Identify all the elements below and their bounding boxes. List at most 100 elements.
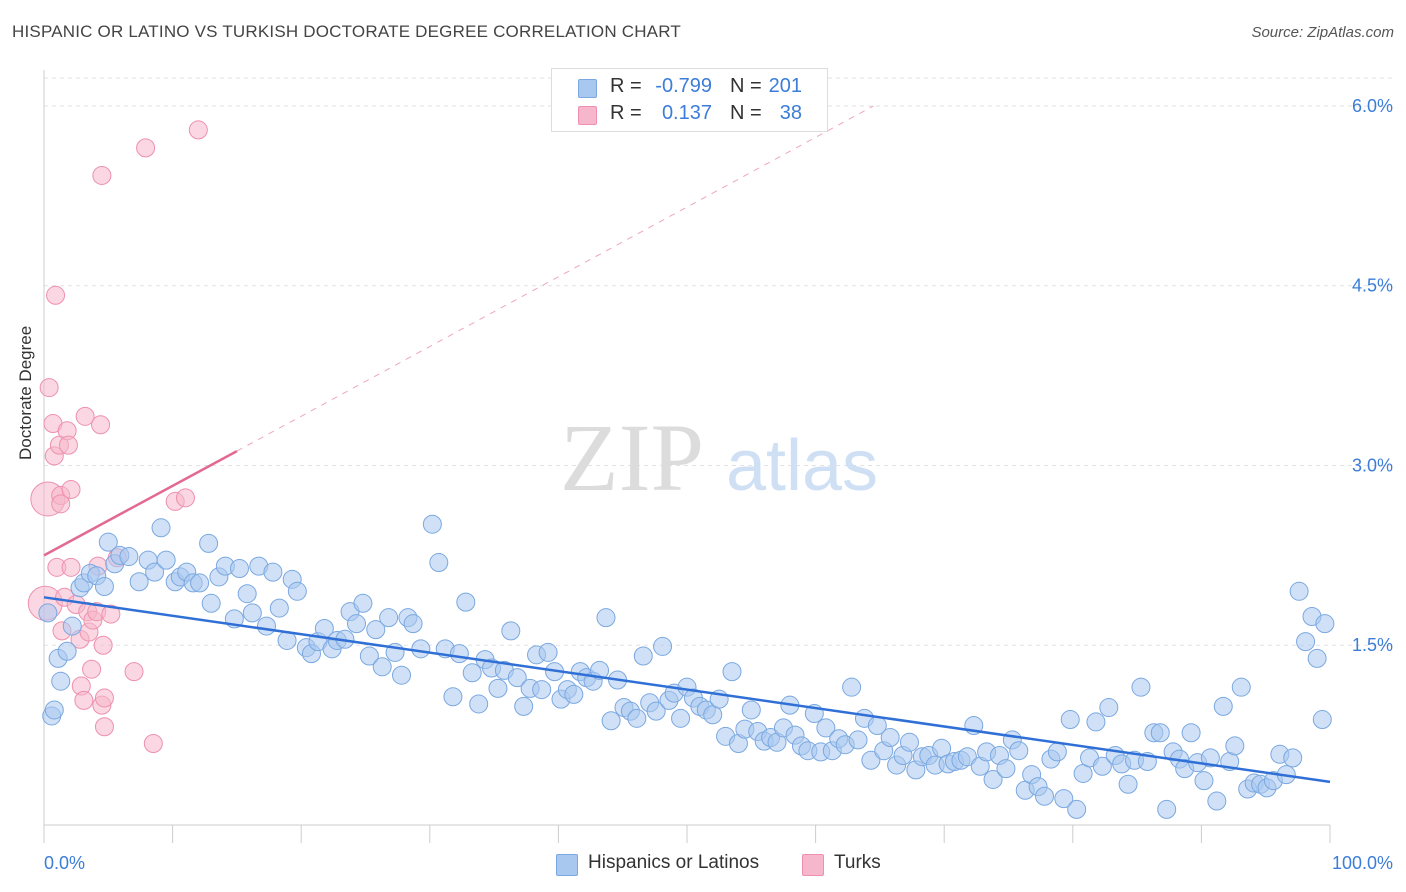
turks-point — [94, 688, 114, 708]
hispanics-point — [507, 668, 527, 688]
legend-n-value: 201 — [768, 75, 802, 97]
hispanics-point — [983, 769, 1003, 789]
turks-point — [94, 717, 114, 737]
hispanics-point — [1289, 581, 1309, 601]
hispanics-point — [741, 700, 761, 720]
legend-row-hispanics: R = -0.799 N = 201 — [552, 75, 827, 101]
turks-point — [51, 494, 71, 514]
hispanics-point — [842, 677, 862, 697]
hispanics-points — [38, 514, 1335, 819]
hispanics-point — [256, 616, 276, 636]
legend-r-label: R = — [610, 75, 642, 97]
turks-point — [61, 479, 81, 499]
hispanics-point — [269, 598, 289, 618]
hispanics-point — [469, 694, 489, 714]
hispanics-point — [1092, 756, 1112, 776]
hispanics-point — [1307, 648, 1327, 668]
hispanics-point — [899, 732, 919, 752]
turks-point — [74, 690, 94, 710]
hispanics-point — [1118, 774, 1138, 794]
hispanics-point — [145, 562, 165, 582]
hispanics-point — [1312, 710, 1332, 730]
hispanics-point — [411, 639, 431, 659]
chart-title: HISPANIC OR LATINO VS TURKISH DOCTORATE … — [12, 22, 681, 41]
hispanics-point — [488, 678, 508, 698]
hispanics-point — [1131, 677, 1151, 697]
bottom-legend-label: Hispanics or Latinos — [588, 852, 760, 873]
hispanics-point — [1060, 710, 1080, 730]
hispanics-point — [1213, 696, 1233, 716]
hispanics-point — [287, 581, 307, 601]
hispanics-point — [449, 644, 469, 664]
turks-point — [124, 662, 144, 682]
hispanics-point — [1296, 632, 1316, 652]
bottom-legend-swatch-pink — [802, 854, 824, 876]
hispanics-point — [366, 620, 386, 640]
turks-point — [58, 435, 78, 455]
bottom-legend-label: Turks — [834, 852, 881, 873]
y-tick-label: 6.0% — [1352, 96, 1393, 116]
legend-swatch-blue — [578, 79, 597, 98]
turks-point — [143, 734, 163, 754]
grid-lines — [44, 77, 1395, 646]
bottom-legend-swatch-blue — [556, 854, 578, 876]
tick-labels: 1.5% 3.0% 4.5% 6.0% 0.0% 100.0% — [44, 96, 1393, 873]
hispanics-point — [456, 592, 476, 612]
hispanics-point — [119, 547, 139, 567]
x-tick-label-max: 100.0% — [1332, 853, 1393, 873]
hispanics-point — [242, 603, 262, 623]
hispanics-point — [57, 641, 77, 661]
hispanics-point — [1315, 614, 1335, 634]
hispanics-point — [1225, 736, 1245, 756]
hispanics-point — [627, 708, 647, 728]
hispanics-point — [129, 572, 149, 592]
turks-point — [136, 138, 156, 158]
legend-r-value: -0.799 — [655, 75, 712, 97]
hispanics-point — [1283, 748, 1303, 768]
hispanics-point — [429, 553, 449, 573]
y-tick-label: 1.5% — [1352, 635, 1393, 655]
hispanics-point — [996, 759, 1016, 779]
hispanics-point — [1099, 698, 1119, 718]
hispanics-point — [1047, 742, 1067, 762]
turks-point — [188, 120, 208, 140]
axes — [43, 70, 1331, 843]
hispanics-point — [38, 603, 58, 623]
hispanics-point — [601, 711, 621, 731]
hispanics-point — [98, 532, 118, 552]
legend-r-value: 0.137 — [661, 102, 712, 124]
legend: R = -0.799 N = 201 R = 0.137 N = 38 — [551, 68, 828, 132]
hispanics-point — [353, 593, 373, 613]
turks-point — [39, 378, 59, 398]
hispanics-point — [880, 728, 900, 748]
legend-row-turks: R = 0.137 N = 38 — [552, 102, 827, 128]
hispanics-point — [94, 577, 114, 597]
hispanics-point — [51, 671, 71, 691]
hispanics-point — [1035, 786, 1055, 806]
hispanics-point — [237, 584, 257, 604]
hispanics-point — [1054, 789, 1074, 809]
y-tick-label: 4.5% — [1352, 276, 1393, 296]
hispanics-point — [861, 750, 881, 770]
hispanics-point — [263, 562, 283, 582]
hispanics-point — [372, 657, 392, 677]
turks-point — [93, 635, 113, 655]
legend-n-label: N = — [730, 102, 762, 124]
hispanics-point — [1150, 723, 1170, 743]
hispanics-point — [151, 518, 171, 538]
turks-point — [46, 285, 66, 305]
turks-trend-line — [43, 449, 238, 557]
watermark-atlas: atlas — [726, 426, 878, 506]
turks-point — [61, 557, 81, 577]
y-axis-label: Doctorate Degree — [16, 325, 35, 460]
hispanics-trend-line — [43, 596, 1331, 784]
hispanics-point — [462, 663, 482, 683]
hispanics-point — [957, 747, 977, 767]
hispanics-point — [722, 662, 742, 682]
hispanics-point — [359, 646, 379, 666]
hispanics-point — [379, 608, 399, 628]
hispanics-point — [538, 642, 558, 662]
source-label: Source: ZipAtlas.com — [1251, 24, 1394, 41]
hispanics-point — [1009, 741, 1029, 761]
hispanics-point — [653, 636, 673, 656]
